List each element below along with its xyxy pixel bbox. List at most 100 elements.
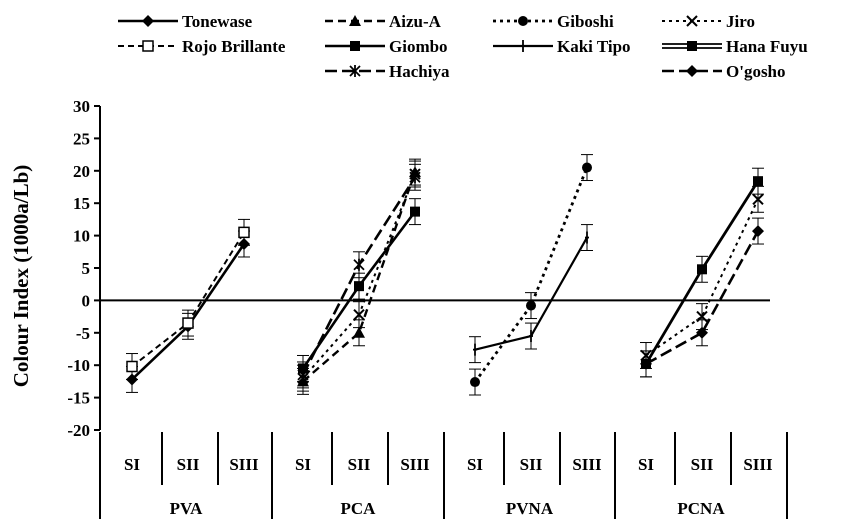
- legend-item-rojo-brillante: Rojo Brillante: [118, 37, 286, 56]
- legend-item-giombo: Giombo: [325, 37, 448, 56]
- group-pcna: SI SII SIII PCNA: [638, 432, 773, 518]
- series-hachiya-pca: [297, 163, 421, 389]
- legend-label: Hana Fuyu: [726, 37, 808, 56]
- series-giombo-pca: [297, 198, 421, 382]
- stage-label: SI: [124, 455, 140, 474]
- legend-item-tonewase: Tonewase: [118, 12, 253, 31]
- data-point: [582, 162, 592, 173]
- legend-label: Tonewase: [182, 12, 253, 31]
- series-group-pca: [297, 158, 421, 395]
- data-point: [182, 317, 194, 329]
- y-tick-label: 30: [73, 97, 90, 116]
- legend-label: Kaki Tipo: [557, 37, 631, 56]
- legend-item-hana-fuyu: Hana Fuyu: [662, 37, 808, 56]
- data-point: [696, 326, 708, 339]
- series-rojo-brillante-pva: [126, 218, 250, 380]
- legend-item-jiro: Jiro: [662, 12, 755, 31]
- stage-label: SI: [295, 455, 311, 474]
- group-pva: SI SII SIII PVA: [124, 432, 259, 518]
- data-point: [410, 206, 420, 217]
- y-tick-label: 5: [82, 259, 91, 278]
- series-group-pcna: [640, 167, 764, 378]
- stage-label: SII: [691, 455, 714, 474]
- legend-item-giboshi: Giboshi: [493, 12, 614, 31]
- series-line: [302, 171, 417, 383]
- data-point: [353, 258, 365, 271]
- y-tick-label: -10: [67, 356, 90, 375]
- y-axis: 30 25 20 15 10 5 0 -5 -10 -15 -20 Colour Index (100…: [9, 97, 101, 440]
- y-tick-label: -5: [76, 324, 90, 343]
- data-point: [585, 231, 589, 244]
- stage-label: SII: [348, 455, 371, 474]
- y-tick-label: 10: [73, 227, 90, 246]
- data-point: [238, 226, 250, 239]
- series-group-pvna: [469, 154, 593, 396]
- legend-label: Giboshi: [557, 12, 614, 31]
- data-point: [752, 193, 764, 206]
- legend-item-kaki-tipo: Kaki Tipo: [493, 37, 631, 56]
- legend-marker: [518, 16, 528, 26]
- legend-marker: [142, 40, 154, 52]
- y-tick-label: 15: [73, 194, 90, 213]
- legend-marker: [686, 15, 698, 27]
- data-point: [297, 368, 309, 381]
- legend-label: O'gosho: [726, 62, 786, 81]
- series-line: [645, 230, 760, 366]
- series-o-gosho-pcna: [640, 217, 764, 378]
- group-label: PCNA: [677, 499, 725, 518]
- stage-label: SI: [467, 455, 483, 474]
- data-point: [353, 326, 365, 338]
- stage-label: SI: [638, 455, 654, 474]
- data-point: [640, 357, 652, 370]
- y-tick-label: -15: [67, 389, 90, 408]
- stage-label: SII: [520, 455, 543, 474]
- series-line: [645, 198, 759, 357]
- legend-marker: [521, 40, 525, 52]
- series-giboshi-pvna: [469, 154, 593, 396]
- legend-marker: [349, 65, 361, 77]
- y-tick-label: 20: [73, 162, 90, 181]
- y-axis-title: Colour Index (1000a/Lb): [9, 165, 33, 387]
- legend-label: Aizu-A: [389, 12, 442, 31]
- legend-item-aizu-a: Aizu-A: [325, 12, 442, 31]
- legend-marker: [142, 15, 154, 27]
- data-point: [526, 300, 536, 311]
- legend-label: Hachiya: [389, 62, 450, 81]
- stage-label: SIII: [572, 455, 602, 474]
- series-line: [473, 167, 589, 383]
- data-point: [470, 377, 480, 388]
- stage-label: SIII: [229, 455, 259, 474]
- data-point: [473, 343, 477, 356]
- legend-label: Jiro: [726, 12, 755, 31]
- data-point: [529, 330, 533, 343]
- group-label: PCA: [341, 499, 377, 518]
- group-pca: SI SII SIII PCA: [295, 432, 430, 518]
- stage-label: SII: [177, 455, 200, 474]
- series-kaki-tipo-pvna: [469, 224, 593, 364]
- legend-marker: [349, 15, 361, 26]
- group-label: PVA: [170, 499, 203, 518]
- series-group-pva: [126, 218, 250, 393]
- stage-label: SIII: [743, 455, 773, 474]
- data-point: [354, 281, 364, 292]
- y-tick-label: 0: [82, 291, 91, 310]
- data-point: [409, 171, 421, 184]
- legend-label: Rojo Brillante: [182, 37, 286, 56]
- group-label: PVNA: [506, 499, 554, 518]
- legend-marker: [687, 41, 697, 51]
- group-pvna: SI SII SIII PVNA: [467, 432, 602, 518]
- legend: Tonewase Aizu-A Giboshi Jiro Rojo Brillante G…: [118, 12, 808, 81]
- legend-marker: [350, 41, 360, 51]
- legend-item-o-gosho: O'gosho: [662, 62, 786, 81]
- data-point: [752, 225, 764, 238]
- data-point: [753, 176, 763, 187]
- legend-marker: [686, 65, 698, 77]
- y-tick-label: 25: [73, 129, 90, 148]
- legend-item-hachiya: Hachiya: [325, 62, 450, 81]
- y-tick-label: -20: [67, 421, 90, 440]
- data-point: [126, 360, 138, 373]
- data-point: [697, 264, 707, 275]
- data-point: [353, 308, 365, 321]
